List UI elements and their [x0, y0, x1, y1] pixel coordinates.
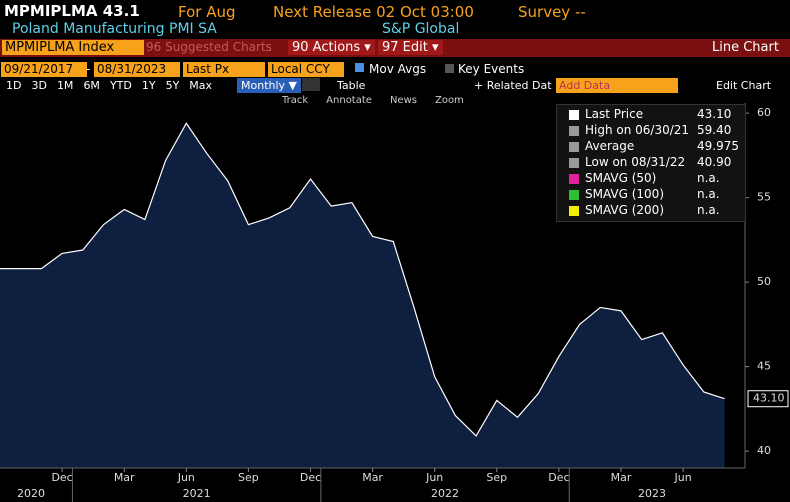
x-tick-label: Jun	[674, 471, 692, 484]
chart-type: Line Chart	[712, 40, 779, 55]
legend-value: 59.40	[697, 123, 732, 137]
legend-label: High on 06/30/21	[585, 123, 690, 137]
legend-label: Average	[585, 139, 635, 153]
x-tick-label: Jun	[177, 471, 195, 484]
x-tick-label: Mar	[362, 471, 383, 484]
next-release: Next Release 02 Oct 03:00	[273, 3, 474, 21]
survey: Survey --	[518, 3, 586, 21]
legend-row: SMAVG (200) n.a.	[557, 203, 745, 219]
range-button[interactable]: 5Y	[165, 79, 180, 92]
x-tick-label: Mar	[611, 471, 632, 484]
period: For Aug	[178, 3, 236, 21]
edit-chart[interactable]: Edit Chart	[716, 79, 772, 92]
tool-button[interactable]: Annotate	[326, 95, 372, 106]
legend-row: High on 06/30/21 59.40	[557, 123, 745, 139]
area	[0, 123, 725, 469]
tool-button[interactable]: Zoom	[434, 95, 464, 106]
security-name: Poland Manufacturing PMI SA	[12, 21, 217, 37]
y-tick-label: 60	[757, 106, 771, 119]
legend-swatch	[569, 126, 579, 136]
legend-row: Low on 08/31/22 40.90	[557, 155, 745, 171]
legend-label: SMAVG (100)	[585, 187, 665, 201]
x-tick-label: Dec	[51, 471, 72, 484]
y-tick-label: 45	[757, 360, 771, 373]
x-tick-label: Mar	[114, 471, 135, 484]
last-value-label: 43.10	[753, 392, 785, 405]
legend-label: Last Price	[585, 107, 644, 121]
legend-value: n.a.	[697, 187, 720, 201]
legend-label: Low on 08/31/22	[585, 155, 686, 169]
legend-swatch	[569, 206, 579, 216]
legend-label: SMAVG (200)	[585, 203, 665, 217]
legend-label: SMAVG (50)	[585, 171, 657, 185]
x-tick-label: Sep	[486, 471, 507, 484]
chart: 40 45 50 55 60 Dec Mar Jun Sep Dec Mar Jun Sep Dec Mar…	[0, 103, 789, 502]
tool-button[interactable]: Track	[282, 95, 309, 106]
y-tick-label: 50	[757, 275, 771, 288]
legend-value: n.a.	[697, 203, 720, 217]
checkbox[interactable]	[445, 64, 454, 73]
date-separator: -	[86, 62, 91, 76]
ticker-code: MPMIPLMA	[4, 2, 98, 20]
legend: Last Price 43.10 High on 06/30/21 59.40 Aver…	[556, 104, 746, 222]
legend-value: 49.975	[697, 139, 739, 153]
legend-swatch	[569, 190, 579, 200]
legend-value: n.a.	[697, 171, 720, 185]
start-date[interactable]: 09/21/2017	[1, 62, 87, 77]
range-button[interactable]: 1D	[6, 79, 22, 92]
legend-swatch	[569, 142, 579, 152]
last-value: 43.1	[102, 2, 140, 20]
security-field[interactable]: MPMIPLMA Index	[2, 40, 144, 55]
frequency[interactable]: Monthly ▼	[237, 78, 301, 93]
range-button[interactable]: 1Y	[141, 79, 156, 92]
x-tick-label: Dec	[548, 471, 569, 484]
range-button[interactable]: 1M	[56, 79, 74, 92]
x-tick-label: Jun	[425, 471, 443, 484]
year-label: 2020	[17, 487, 45, 500]
add-data[interactable]: Add Data	[556, 78, 678, 93]
ticker: MPMIPLMA 43.1	[4, 2, 140, 20]
checkbox[interactable]	[355, 63, 364, 72]
legend-row: SMAVG (50) n.a.	[557, 171, 745, 187]
tool-button[interactable]: News	[389, 95, 417, 106]
mov-avgs[interactable]: Mov Avgs	[369, 62, 427, 76]
range-button[interactable]: 6M	[83, 79, 100, 92]
legend-swatch	[569, 174, 579, 184]
chart-tools: Track Annotate News Zoom	[282, 95, 464, 106]
actions-button[interactable]: 90 Actions ▾	[288, 40, 375, 55]
currency-select[interactable]: Local CCY	[268, 62, 344, 77]
legend-value: 40.90	[697, 155, 732, 169]
price-line	[0, 122, 725, 437]
x-tick-label: Sep	[238, 471, 259, 484]
edit-button[interactable]: 97 Edit ▾	[378, 40, 443, 55]
legend-row: Last Price 43.10	[557, 107, 745, 123]
field-select[interactable]: Last Px	[183, 62, 265, 77]
year-label: 2022	[431, 487, 459, 500]
legend-row: Average 49.975	[557, 139, 745, 155]
y-tick-label: 40	[757, 444, 771, 457]
suggested-charts[interactable]: 96 Suggested Charts	[146, 40, 272, 54]
legend-swatch	[569, 158, 579, 168]
year-label: 2021	[183, 487, 211, 500]
key-events[interactable]: Key Events	[458, 62, 525, 76]
source: S&P Global	[382, 21, 460, 37]
last-value-box	[747, 390, 789, 408]
legend-value: 43.10	[697, 107, 732, 121]
y-tick-label: 55	[757, 191, 771, 204]
range-button[interactable]: Max	[189, 79, 213, 92]
range-button[interactable]: 3D	[31, 79, 47, 92]
year-label: 2023	[638, 487, 666, 500]
end-date[interactable]: 08/31/2023	[94, 62, 180, 77]
legend-swatch	[569, 110, 579, 120]
range-buttons: 1D 3D 1M 6M YTD 1Y 5Y Max	[6, 79, 212, 92]
range-button[interactable]: YTD	[109, 79, 132, 92]
x-tick-label: Dec	[300, 471, 321, 484]
chart-icon[interactable]	[302, 78, 320, 91]
legend-row: SMAVG (100) n.a.	[557, 187, 745, 203]
related-data[interactable]: + Related Dat	[474, 79, 552, 92]
table-button[interactable]: Table	[337, 79, 366, 92]
